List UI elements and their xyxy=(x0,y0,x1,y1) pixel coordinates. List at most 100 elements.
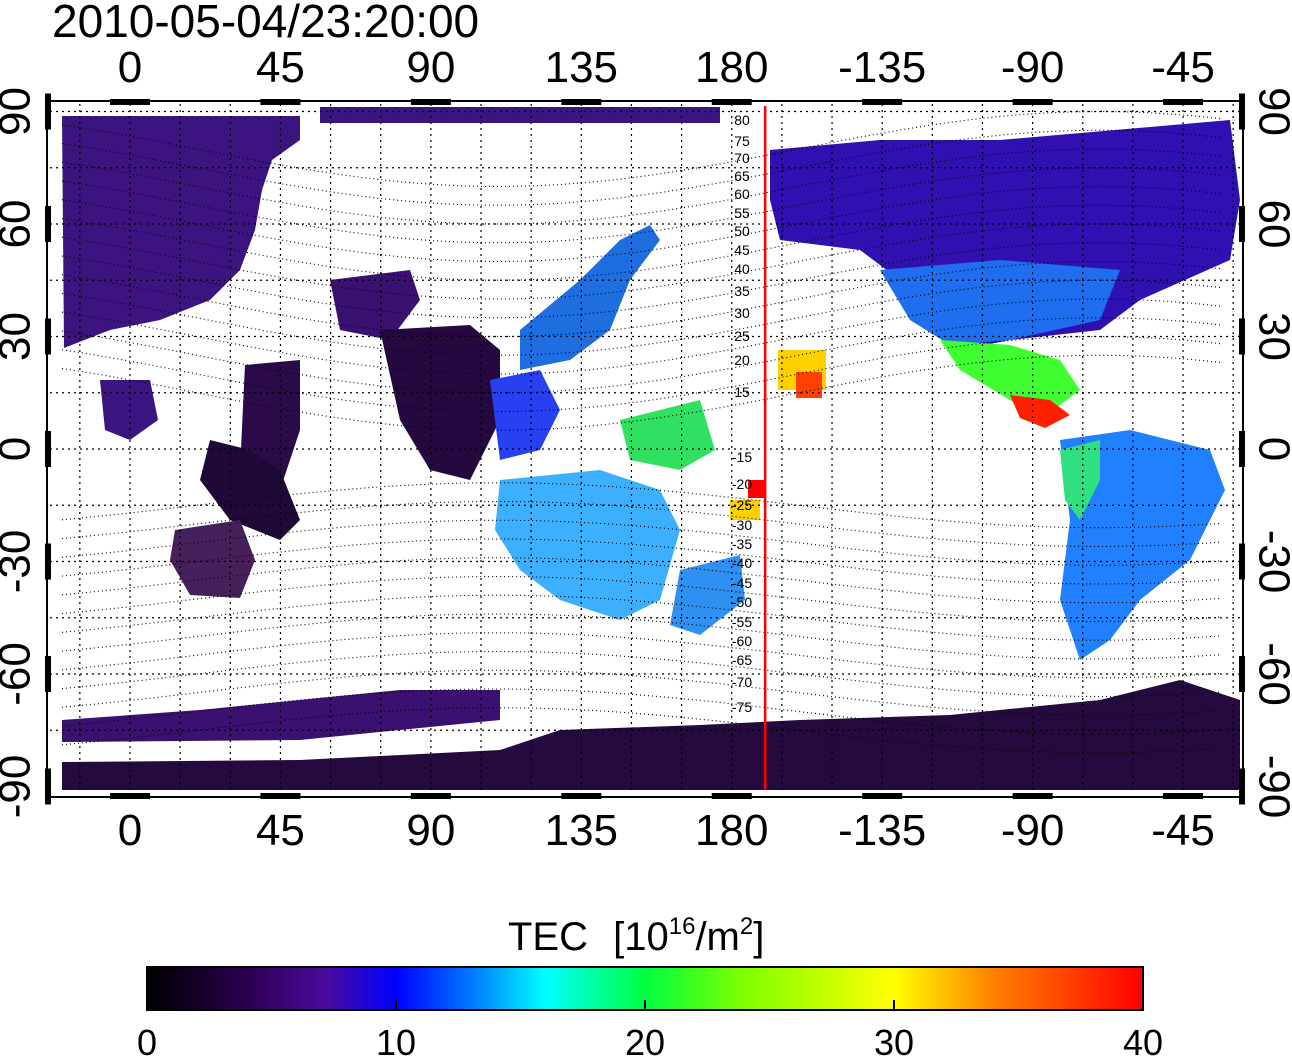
right-tick-mark xyxy=(1239,93,1245,130)
top-tick-mark xyxy=(1163,99,1204,105)
bottom-tick-mark xyxy=(1012,793,1053,799)
mlat-contour xyxy=(61,129,1223,206)
mlat-label: -65 xyxy=(732,652,752,668)
right-tick-mark xyxy=(1239,656,1245,692)
mlat-label: -70 xyxy=(732,674,752,690)
left-tick-mark xyxy=(45,543,51,580)
colorbar-title-unit: [10 xyxy=(613,915,669,959)
top-tick-mark xyxy=(260,99,301,105)
right-lat-tick-label: 60 xyxy=(1249,200,1292,249)
right-tick-mark xyxy=(1239,206,1245,242)
right-lat-tick-label: -90 xyxy=(1249,755,1292,819)
tec-region-south-africa xyxy=(170,520,255,598)
colorbar: TEC [1016/m2] 0 10 20 30 40 xyxy=(137,913,1163,1057)
left-lat-tick-label: 90 xyxy=(0,87,40,136)
mlat-contour xyxy=(61,185,1223,263)
mlat-contour xyxy=(61,298,1223,375)
mlat-label: -75 xyxy=(732,699,752,715)
tec-hotspot-hawaii-core xyxy=(796,372,822,398)
mlat-label: 40 xyxy=(734,261,750,277)
left-lat-tick-label: -30 xyxy=(0,530,40,594)
tec-region-north-america xyxy=(770,120,1240,350)
tec-region-australia xyxy=(495,470,680,620)
tec-region-west-africa xyxy=(100,380,158,440)
tec-region-arctic-strip xyxy=(320,107,720,123)
mlat-contour xyxy=(61,354,1223,431)
map-title: 2010-05-04/23:20:00 xyxy=(52,0,480,47)
colorbar-tick-label: 40 xyxy=(1123,1022,1163,1057)
bottom-tick-mark xyxy=(561,793,602,799)
mlat-contour xyxy=(61,335,1223,413)
axis-ticks: 0 45 90 135 180 -135 -90 -450 45 90 135 180 -135 -90-… xyxy=(0,43,1292,855)
mlat-label: 35 xyxy=(734,283,750,299)
bottom-lon-tick-label: 180 xyxy=(695,806,768,855)
bottom-lon-tick-label: -135 xyxy=(838,806,926,855)
mlat-label: 45 xyxy=(734,242,750,258)
left-lat-tick-label: -90 xyxy=(0,755,40,819)
mlat-label: 80 xyxy=(734,112,750,128)
bottom-lon-tick-label: -45 xyxy=(1151,806,1215,855)
left-tick-mark xyxy=(45,206,51,242)
left-lat-tick-label: 30 xyxy=(0,312,40,361)
mlat-label: -50 xyxy=(732,594,752,610)
left-tick-mark xyxy=(45,93,51,130)
bottom-lon-tick-label: 135 xyxy=(545,806,618,855)
colorbar-title: TEC [1016/m2] xyxy=(508,913,764,959)
top-lon-tick-label: 0 xyxy=(118,43,142,92)
tec-hotspot-fiji xyxy=(748,480,766,498)
mlat-contour xyxy=(61,632,1223,679)
mlat-contour xyxy=(61,167,1223,244)
right-tick-mark xyxy=(1239,318,1245,355)
bottom-tick-mark xyxy=(1163,793,1204,799)
top-tick-mark xyxy=(110,99,150,105)
left-tick-mark xyxy=(45,656,51,692)
mlat-label: 25 xyxy=(734,328,750,344)
tec-region-south-america-green xyxy=(1060,440,1100,520)
mlat-contour xyxy=(61,242,1223,319)
mlat-label: 20 xyxy=(734,352,750,368)
top-lon-tick-label: 90 xyxy=(406,43,455,92)
left-tick-mark xyxy=(45,768,51,805)
tec-region-west-pacific xyxy=(490,370,560,460)
mlat-label: 70 xyxy=(734,150,750,166)
bottom-lon-tick-label: 0 xyxy=(118,806,142,855)
right-lat-tick-label: -60 xyxy=(1249,642,1292,706)
mlat-label: -60 xyxy=(732,633,752,649)
tec-region-middle-east xyxy=(330,270,420,340)
left-lat-tick-label: 60 xyxy=(0,200,40,249)
mlat-contour xyxy=(61,223,1223,300)
mlat-contour xyxy=(61,279,1223,356)
colorbar-tick-label: 30 xyxy=(874,1022,914,1057)
colorbar-ticks: 0 10 20 30 40 xyxy=(137,1000,1163,1057)
mlat-label: -30 xyxy=(732,517,752,533)
bottom-tick-mark xyxy=(862,793,903,799)
colorbar-tick-label: 0 xyxy=(137,1022,157,1057)
top-tick-mark xyxy=(410,99,451,105)
mlat-label: 65 xyxy=(734,168,750,184)
mlat-contour xyxy=(61,613,1223,660)
tec-region-pacific-green xyxy=(620,400,715,470)
mlat-label: 60 xyxy=(734,186,750,202)
right-tick-mark xyxy=(1239,543,1245,580)
bottom-tick-mark xyxy=(260,793,301,799)
left-lat-tick-label: -60 xyxy=(0,642,40,706)
tec-region-new-zealand xyxy=(670,555,745,635)
colorbar-title-close: ] xyxy=(753,915,764,959)
colorbar-title-exp2: 2 xyxy=(740,913,753,940)
colorbar-tick-label: 10 xyxy=(376,1022,416,1057)
mlat-contour xyxy=(61,204,1223,281)
magnetic-latitude-contours xyxy=(61,110,1223,754)
right-lat-tick-label: 90 xyxy=(1249,87,1292,136)
mlat-label: -25 xyxy=(732,497,752,513)
mlat-label: -45 xyxy=(732,575,752,591)
mlat-label: -40 xyxy=(732,555,752,571)
colorbar-title-exp: 16 xyxy=(669,913,696,940)
top-lon-tick-label: -90 xyxy=(1001,43,1065,92)
top-lon-tick-label: 180 xyxy=(695,43,768,92)
mlat-label: -55 xyxy=(732,614,752,630)
mlat-label: 30 xyxy=(734,305,750,321)
bottom-tick-mark xyxy=(110,793,150,799)
tec-region-south-asia xyxy=(380,325,500,480)
